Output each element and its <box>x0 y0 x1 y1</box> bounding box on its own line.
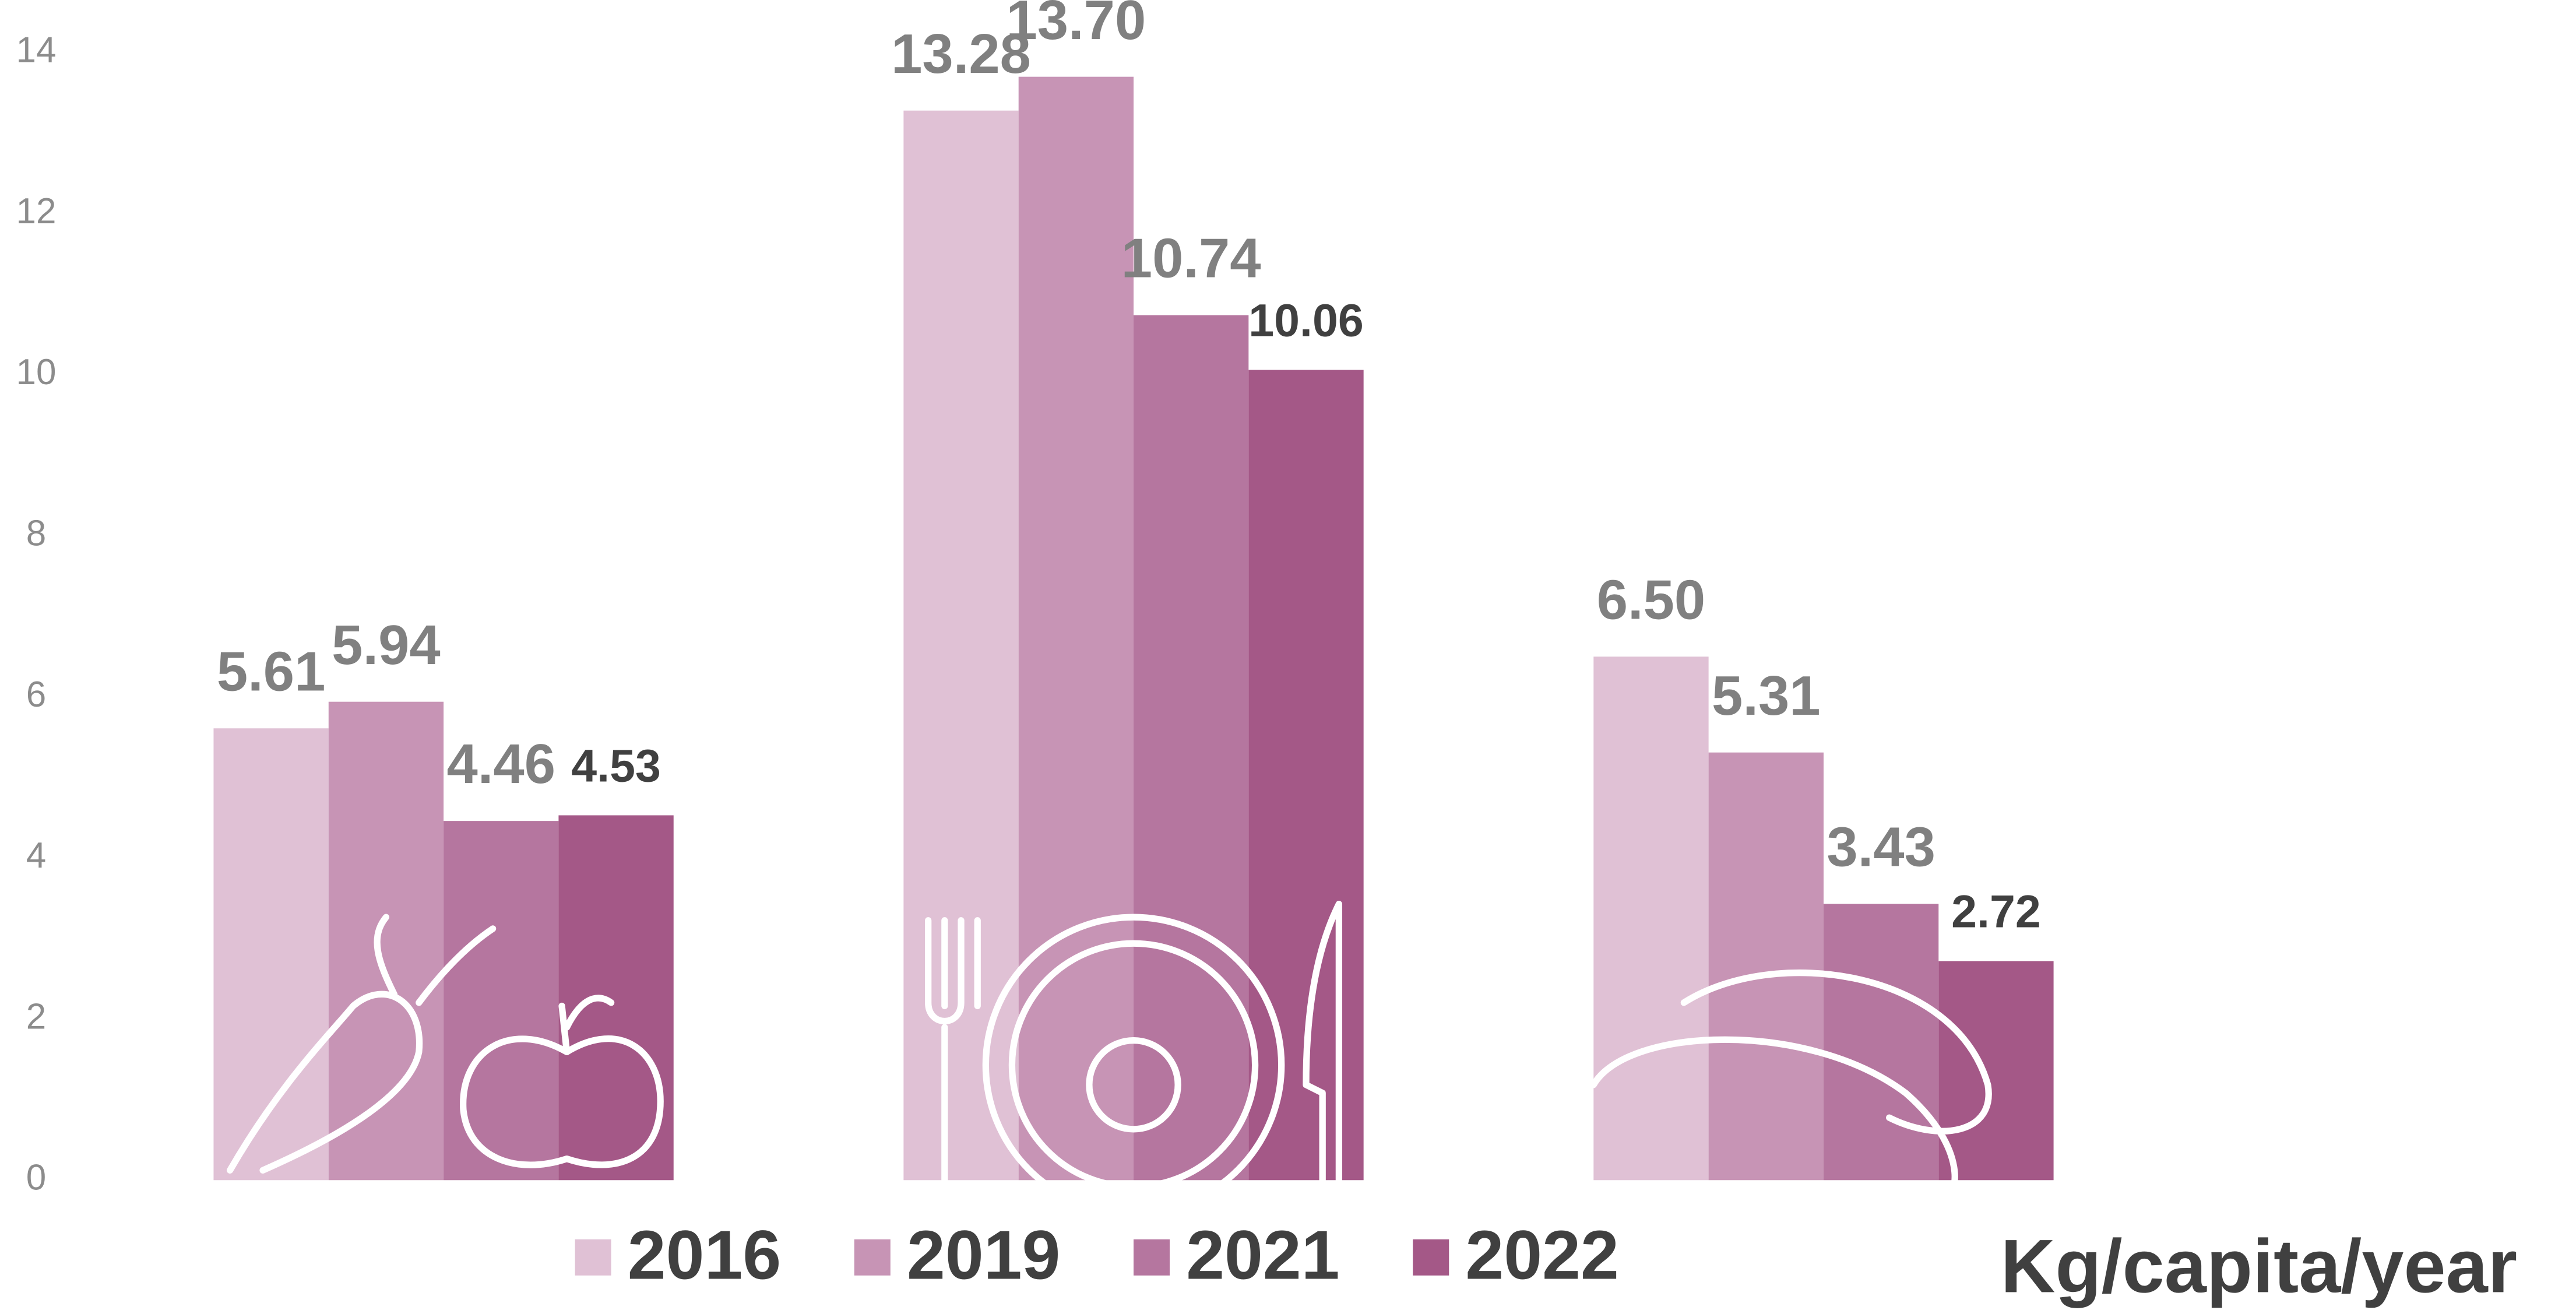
value-label: 2.72 <box>1951 886 2041 937</box>
value-label: 13.28 <box>891 23 1031 85</box>
fork-icon <box>925 917 981 1195</box>
legend-label: 2021 <box>1186 1217 1339 1294</box>
legend-swatch <box>854 1239 891 1276</box>
value-label: 13.70 <box>1006 0 1146 51</box>
bread-icon <box>1590 969 1992 1196</box>
y-tick-label: 8 <box>26 513 46 553</box>
value-label: 4.53 <box>571 740 661 791</box>
y-tick-label: 6 <box>26 675 46 715</box>
legend-swatch <box>1413 1239 1449 1276</box>
bar <box>1708 752 1824 1181</box>
bar <box>1938 961 2054 1181</box>
plate-outer-icon <box>982 914 1285 1217</box>
bar <box>213 728 329 1181</box>
value-label: 5.31 <box>1712 665 1821 727</box>
bar <box>558 815 674 1181</box>
legend-swatch <box>1134 1239 1170 1276</box>
plate-center-icon <box>1086 1037 1181 1133</box>
legend-label: 2022 <box>1465 1217 1618 1294</box>
plate-inner-icon <box>1008 940 1259 1190</box>
bar <box>444 821 559 1181</box>
value-label: 10.06 <box>1248 294 1363 346</box>
y-tick-label: 10 <box>16 352 57 392</box>
value-label: 3.43 <box>1827 816 1935 879</box>
y-tick-label: 4 <box>26 835 46 876</box>
value-label: 5.94 <box>332 614 441 676</box>
value-label: 10.74 <box>1121 227 1261 290</box>
bar <box>1134 315 1249 1181</box>
value-label: 5.61 <box>217 640 326 703</box>
bar <box>1018 76 1134 1181</box>
value-label: 4.46 <box>447 733 556 795</box>
bar <box>1823 904 1939 1181</box>
knife-icon <box>1303 900 1343 1195</box>
bar <box>903 110 1019 1181</box>
bars <box>213 76 2054 1181</box>
legend-swatch <box>575 1239 611 1276</box>
legend-label: 2019 <box>907 1217 1060 1294</box>
y-tick-label: 2 <box>26 996 46 1037</box>
value-label: 6.50 <box>1597 568 1706 631</box>
y-axis: 0 2 4 6 8 10 12 14 <box>16 30 57 1198</box>
legend: 2016 2019 2021 2022 <box>575 1217 1619 1294</box>
y-tick-label: 14 <box>16 30 57 71</box>
legend-label: 2016 <box>628 1217 781 1294</box>
icons <box>227 900 1992 1217</box>
y-tick-label: 12 <box>16 191 57 231</box>
y-tick-label: 0 <box>26 1158 46 1198</box>
carrot-leaves-icon <box>374 914 497 1006</box>
unit-label: Kg/capita/year <box>2001 1224 2517 1308</box>
bar <box>1593 656 1709 1181</box>
carrot-icon <box>227 991 423 1174</box>
bar <box>328 701 444 1181</box>
apple-icon <box>460 995 664 1168</box>
